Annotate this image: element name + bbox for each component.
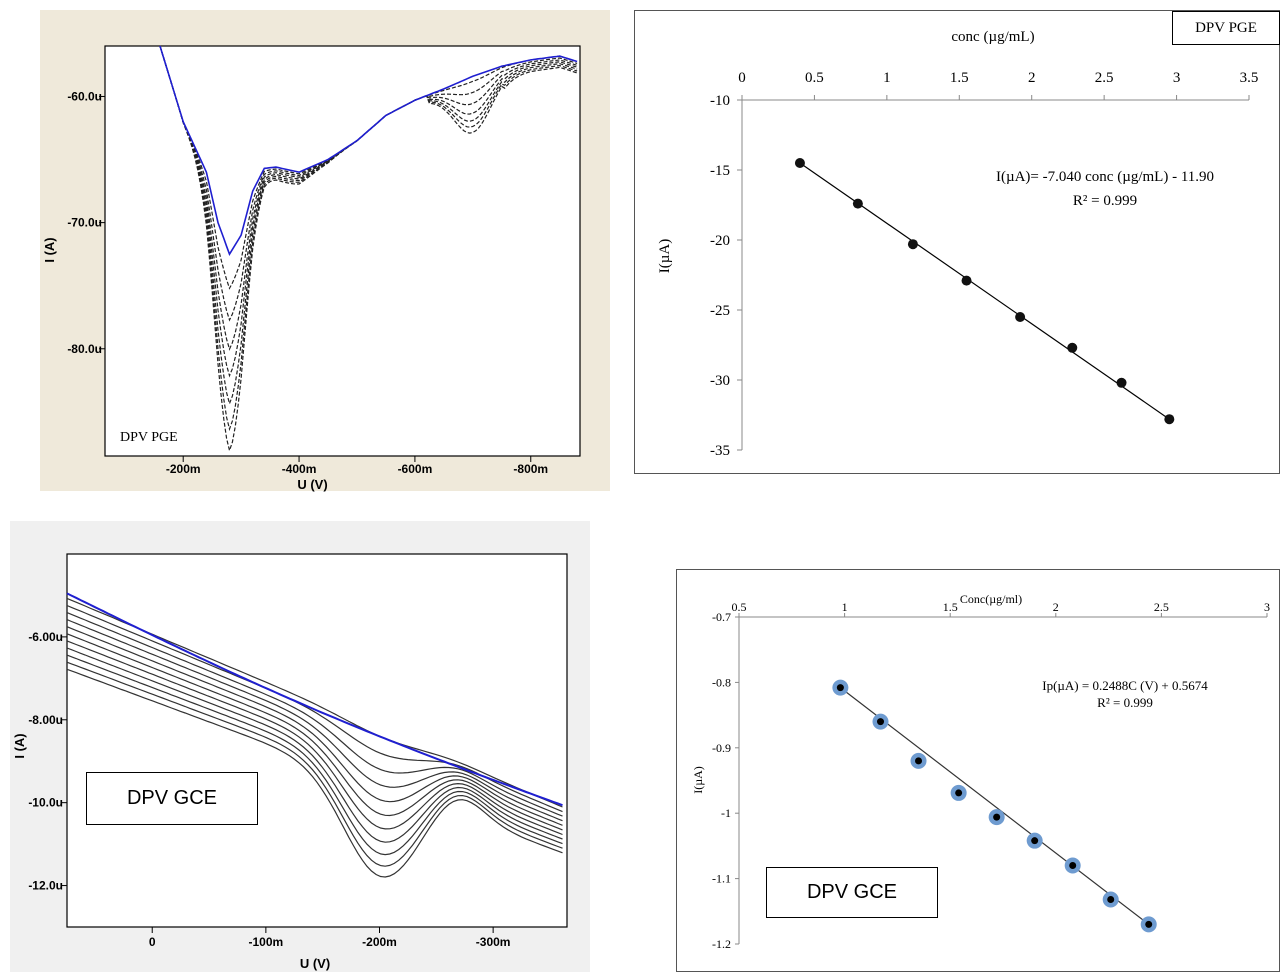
pge-calibration-panel: 0 0.5 1 1.5 2 2.5 3 3.5 -10 -15 -20 -25 -30 -35 conc (… (634, 10, 1280, 474)
gce-cal-point (1145, 920, 1153, 928)
gce-sample-curve (66, 612, 563, 817)
gce-cal-y-tick-label: -1.1 (712, 872, 731, 886)
gce-cal-point (1069, 862, 1077, 870)
gce-cal-x-tick-label: 0.5 (732, 600, 747, 614)
pge-calibration-label: DPV PGE (1172, 11, 1280, 45)
pge-x-tick-label: -600m (398, 462, 433, 476)
gce-plot-area (66, 553, 568, 928)
pge-cal-y-axis-title: I(µA) (657, 239, 673, 273)
pge-x-tick-label: -800m (513, 462, 548, 476)
gce-sample-curve (66, 661, 563, 867)
pge-cal-point (794, 158, 805, 168)
pge-cal-point (907, 239, 918, 250)
pge-cal-x-tick-label: 2 (1028, 70, 1036, 86)
pge-y-tick-label: -60.0u (67, 89, 102, 103)
gce-y-axis-title: I (A) (12, 733, 27, 758)
gce-cal-y-tick-label: -1.2 (712, 937, 731, 951)
gce-cal-point (915, 757, 923, 765)
pge-blank-curve (159, 45, 578, 257)
gce-cal-point (836, 684, 844, 692)
pge-cal-point (852, 198, 863, 209)
pge-dashed-curve (159, 45, 578, 453)
gce-voltammogram-chart: 0 -100m -200m -300m -6.00u -8.00u -10.0u -12.0u… (12, 553, 568, 971)
gce-voltammogram-panel: 0 -100m -200m -300m -6.00u -8.00u -10.0u -12.0u… (10, 521, 590, 972)
pge-calibration-chart: 0 0.5 1 1.5 2 2.5 3 3.5 -10 -15 -20 -25 -30 -35 conc (… (657, 29, 1259, 459)
pge-cal-point (1164, 414, 1175, 425)
gce-cal-y-tick-label: -0.9 (712, 741, 731, 755)
pge-cal-x-tick-label: 2.5 (1095, 70, 1114, 86)
gce-cal-x-tick-label: 3 (1264, 600, 1270, 614)
gce-cal-y-tick-label: -0.7 (712, 610, 731, 624)
pge-voltammogram-chart: -200m -400m -600m -800m -60.0u -70.0u -80.0u U … (42, 45, 581, 492)
pge-cal-y-tick-label: -30 (710, 373, 730, 389)
pge-cal-y-tick-label: -20 (710, 233, 730, 249)
pge-y-axis-title: I (A) (42, 237, 57, 262)
gce-cal-y-tick-label: -0.8 (712, 675, 731, 689)
gce-sample-curve (66, 654, 563, 856)
gce-cal-x-tick-label: 1.5 (943, 600, 958, 614)
gce-cal-point (955, 789, 963, 797)
gce-sample-curve (66, 647, 563, 843)
pge-x-axis-title: U (V) (297, 477, 327, 492)
pge-cal-equation: I(µA)= -7.040 conc (µg/mL) - 11.90 (996, 169, 1214, 185)
gce-cal-x-tick-label: 2.5 (1154, 600, 1169, 614)
gce-x-tick-label: -300m (476, 935, 511, 949)
gce-sample-curve (66, 626, 563, 826)
pge-plot-area (104, 45, 581, 457)
pge-voltammogram-panel: -200m -400m -600m -800m -60.0u -70.0u -80.0u U … (40, 10, 610, 492)
gce-cal-y-axis-title: I(µA) (691, 766, 705, 794)
gce-cal-x-tick-label: 1 (842, 600, 848, 614)
pge-cal-x-axis-title: conc (µg/mL) (951, 29, 1034, 45)
gce-calibration-label: DPV GCE (766, 867, 938, 918)
gce-cal-x-tick-label: 2 (1053, 600, 1059, 614)
gce-y-tick-label: -8.00u (28, 713, 63, 727)
gce-cal-equation: Ip(µA) = 0.2488C (V) + 0.5674 (1042, 678, 1208, 693)
pge-voltammogram-label: DPV PGE (120, 430, 178, 445)
gce-x-tick-label: -200m (362, 935, 397, 949)
gce-cal-point (877, 718, 885, 726)
pge-dashed-curve (159, 45, 578, 378)
gce-cal-point (1107, 896, 1115, 904)
gce-voltammogram-label: DPV GCE (86, 772, 258, 825)
gce-x-axis-title: U (V) (300, 956, 330, 971)
gce-cal-point (1031, 837, 1039, 845)
pge-cal-y-tick-label: -15 (710, 163, 730, 179)
gce-cal-trendline (840, 687, 1150, 925)
pge-cal-point (1015, 312, 1026, 322)
pge-cal-point (1067, 342, 1078, 353)
pge-y-tick-label: -80.0u (67, 342, 102, 356)
pge-cal-x-tick-label: 1.5 (950, 70, 969, 86)
gce-x-tick-label: -100m (249, 935, 284, 949)
pge-cal-x-tick-label: 3 (1173, 70, 1181, 86)
gce-y-tick-label: -6.00u (28, 630, 63, 644)
gce-calibration-panel: 0.5 1 1.5 2 2.5 3 -0.7 -0.8 -0.9 -1 -1.1 -1.2 Conc(µ… (676, 569, 1280, 972)
pge-cal-x-tick-label: 1 (883, 70, 891, 86)
pge-cal-y-tick-label: -10 (710, 93, 730, 109)
gce-cal-point (993, 813, 1001, 821)
pge-cal-x-tick-label: 3.5 (1240, 70, 1259, 86)
pge-y-tick-label: -70.0u (67, 216, 102, 230)
gce-cal-r2: R² = 0.999 (1097, 695, 1153, 710)
gce-sample-curve (66, 619, 563, 822)
pge-x-tick-label: -200m (166, 462, 201, 476)
pge-cal-r2: R² = 0.999 (1073, 193, 1137, 209)
gce-x-tick-label: 0 (149, 935, 156, 949)
gce-blank-curve (66, 592, 563, 807)
gce-cal-y-tick-label: -1 (721, 806, 731, 820)
gce-calibration-chart: 0.5 1 1.5 2 2.5 3 -0.7 -0.8 -0.9 -1 -1.1 -1.2 Conc(µ… (691, 592, 1270, 951)
pge-cal-point (961, 275, 972, 286)
gce-y-tick-label: -10.0u (28, 796, 63, 810)
gce-sample-curve (66, 640, 563, 836)
gce-sample-curve (66, 668, 563, 878)
pge-cal-x-tick-label: 0.5 (805, 70, 824, 86)
gce-sample-curve (66, 633, 563, 831)
pge-cal-x-tick-label: 0 (738, 70, 746, 86)
gce-y-tick-label: -12.0u (28, 879, 63, 893)
pge-cal-y-tick-label: -25 (710, 303, 730, 319)
pge-cal-y-tick-label: -35 (710, 443, 730, 459)
gce-cal-x-axis-title: Conc(µg/ml) (960, 592, 1022, 606)
pge-cal-point (1116, 377, 1127, 388)
pge-x-tick-label: -400m (282, 462, 317, 476)
